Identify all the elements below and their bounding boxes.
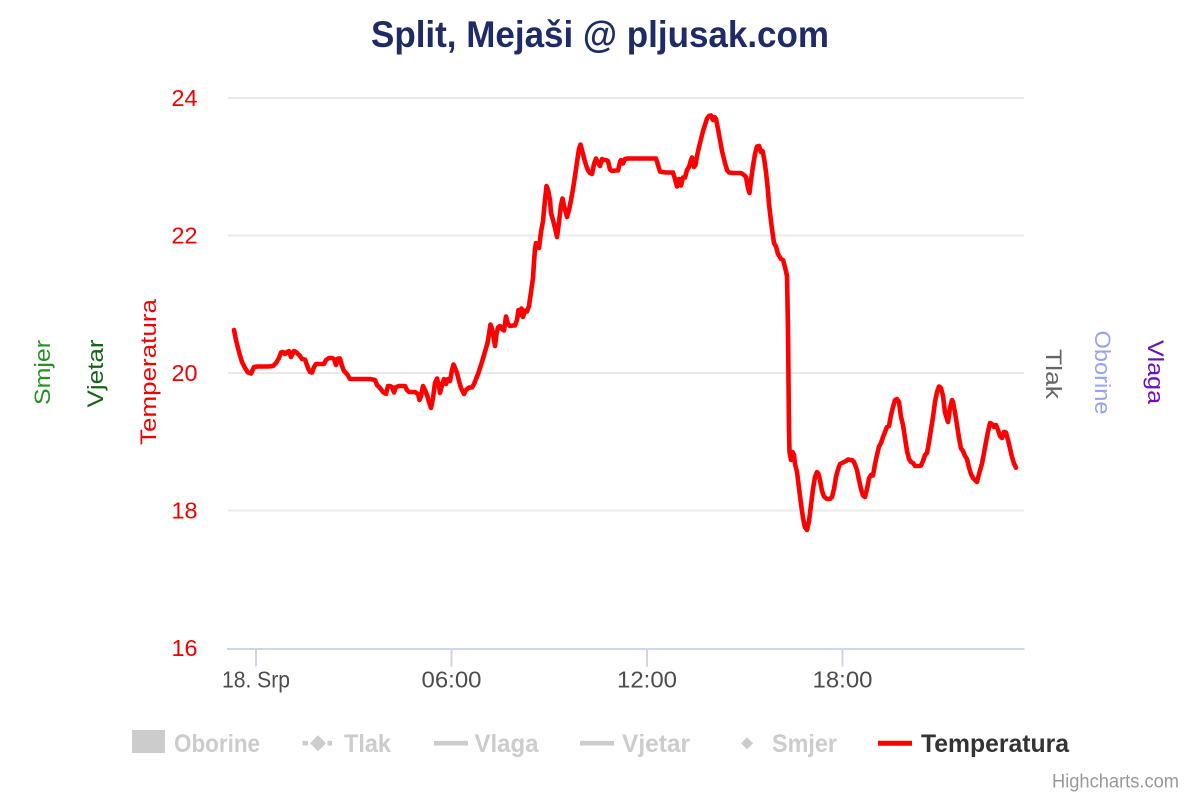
svg-text:18:00: 18:00: [813, 667, 873, 693]
svg-text:Temperatura: Temperatura: [136, 298, 161, 445]
svg-text:Split, Mejaši @ pljusak.com: Split, Mejaši @ pljusak.com: [371, 14, 829, 55]
svg-text:Vlaga: Vlaga: [1143, 340, 1168, 405]
svg-text:18. Srp: 18. Srp: [222, 667, 290, 693]
svg-text:Vjetar: Vjetar: [622, 730, 690, 758]
svg-text:Tlak: Tlak: [1041, 349, 1066, 400]
svg-text:22: 22: [172, 223, 198, 249]
svg-text:20: 20: [172, 360, 198, 386]
svg-text:Temperatura: Temperatura: [921, 730, 1070, 758]
svg-text:Vjetar: Vjetar: [83, 340, 108, 408]
svg-text:16: 16: [172, 635, 198, 661]
svg-text:06:00: 06:00: [422, 667, 482, 693]
svg-text:Tlak: Tlak: [344, 730, 391, 758]
svg-text:Oborine: Oborine: [1090, 331, 1115, 415]
svg-text:12:00: 12:00: [617, 667, 677, 693]
svg-text:18: 18: [172, 498, 198, 524]
svg-text:Oborine: Oborine: [174, 730, 260, 758]
svg-text:Highcharts.com: Highcharts.com: [1052, 772, 1179, 793]
svg-text:Smjer: Smjer: [30, 340, 55, 405]
svg-text:24: 24: [172, 85, 198, 111]
svg-text:Smjer: Smjer: [772, 730, 837, 758]
svg-text:Vlaga: Vlaga: [475, 730, 540, 758]
